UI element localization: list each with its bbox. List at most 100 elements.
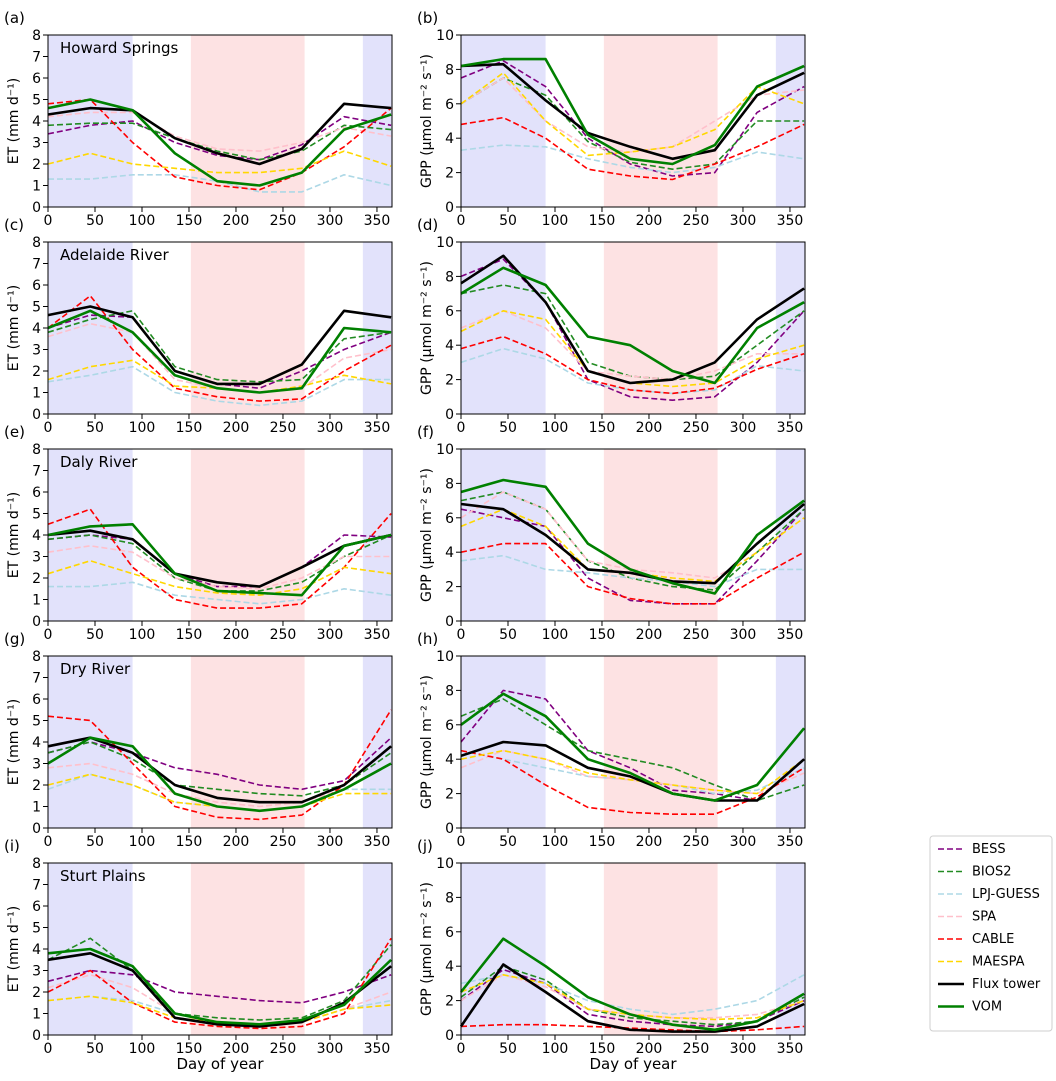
y-tick-label: 0 xyxy=(445,407,454,423)
panel-a: 0 50 100 150 200 250 300 350 0 1 2 3 4 5 6 7 8 ET (mm d⁻¹… xyxy=(4,9,393,229)
y-tick-label: 2 xyxy=(445,994,454,1010)
y-tick-label: 6 xyxy=(445,304,454,320)
x-tick-label: 200 xyxy=(223,834,250,850)
plot-frame xyxy=(460,862,806,1036)
series-line-cable xyxy=(47,98,392,191)
y-tick-label: 8 xyxy=(32,649,41,665)
x-tick-label: 50 xyxy=(499,1041,517,1057)
x-tick-label: 0 xyxy=(44,420,53,436)
series-line-maespa xyxy=(460,72,805,157)
x-tick-label: 300 xyxy=(730,420,757,436)
panel-g: 0 50 100 150 200 250 300 350 0 1 2 3 4 5 6 7 8 ET (mm d⁻¹… xyxy=(4,630,393,850)
dry-season-band xyxy=(603,863,718,1035)
wet-season-band xyxy=(461,242,546,414)
y-tick-label: 4 xyxy=(445,338,454,354)
site-label: Dry River xyxy=(60,660,131,678)
y-tick-label: 8 xyxy=(445,890,454,906)
y-tick-label: 0 xyxy=(32,614,41,630)
legend-label: Flux tower xyxy=(972,977,1041,992)
y-axis-label: ET (mm d⁻¹) xyxy=(6,906,22,992)
series-line-flux-tower xyxy=(47,529,392,588)
y-tick-label: 0 xyxy=(445,614,454,630)
x-tick-label: 300 xyxy=(317,834,344,850)
panel-i: 0 50 100 150 200 250 300 350 0 1 2 3 4 5 6 7 8 ET (mm d⁻¹… xyxy=(4,837,393,1073)
series-line-cable xyxy=(460,1023,805,1033)
x-tick-label: 150 xyxy=(589,213,616,229)
x-tick-label: 0 xyxy=(457,834,466,850)
panel-letter: (a) xyxy=(4,9,25,27)
y-tick-label: 2 xyxy=(32,571,41,587)
y-tick-label: 3 xyxy=(32,550,41,566)
wet-season-band xyxy=(775,656,805,828)
y-tick-label: 4 xyxy=(32,942,41,958)
y-tick-label: 0 xyxy=(32,821,41,837)
x-tick-label: 0 xyxy=(44,627,53,643)
x-tick-label: 200 xyxy=(636,627,663,643)
x-tick-label: 100 xyxy=(542,1041,569,1057)
y-tick-label: 10 xyxy=(436,235,454,251)
site-label: Howard Springs xyxy=(60,39,179,57)
x-tick-label: 250 xyxy=(683,627,710,643)
series-line-lpj-guess xyxy=(460,973,805,1016)
panel-letter: (h) xyxy=(417,630,438,648)
x-tick-label: 0 xyxy=(457,627,466,643)
y-tick-label: 2 xyxy=(32,985,41,1001)
x-tick-label: 350 xyxy=(777,420,804,436)
y-tick-label: 7 xyxy=(32,878,41,894)
x-tick-label: 350 xyxy=(364,213,391,229)
y-tick-label: 8 xyxy=(445,269,454,285)
y-tick-label: 0 xyxy=(32,200,41,216)
y-axis-label: GPP (μmol m⁻² s⁻¹) xyxy=(419,468,435,602)
x-tick-label: 150 xyxy=(176,213,203,229)
x-tick-label: 50 xyxy=(86,420,104,436)
x-tick-label: 0 xyxy=(457,213,466,229)
x-tick-label: 50 xyxy=(86,834,104,850)
series-line-maespa xyxy=(460,749,805,795)
series-line-flux-tower xyxy=(460,740,805,802)
series-line-vom xyxy=(47,522,392,597)
y-tick-label: 10 xyxy=(436,442,454,458)
x-tick-label: 250 xyxy=(270,627,297,643)
y-tick-label: 6 xyxy=(445,511,454,527)
x-tick-label: 50 xyxy=(499,627,517,643)
x-tick-label: 300 xyxy=(317,1041,344,1057)
y-tick-label: 4 xyxy=(32,114,41,130)
site-label: Adelaide River xyxy=(60,246,169,264)
x-tick-label: 250 xyxy=(270,834,297,850)
x-tick-label: 250 xyxy=(683,1041,710,1057)
dry-season-band xyxy=(190,863,305,1035)
x-tick-label: 100 xyxy=(129,213,156,229)
series-line-vom xyxy=(47,98,392,187)
plot-frame xyxy=(460,448,806,622)
x-tick-label: 50 xyxy=(499,213,517,229)
x-tick-label: 0 xyxy=(44,834,53,850)
series-line-cable xyxy=(47,508,392,609)
x-tick-label: 350 xyxy=(777,627,804,643)
legend-label: MAESPA xyxy=(972,955,1025,970)
x-tick-label: 250 xyxy=(270,420,297,436)
series-line-flux-tower xyxy=(460,502,805,585)
x-tick-label: 150 xyxy=(589,1041,616,1057)
x-tick-label: 100 xyxy=(542,834,569,850)
series-line-vom xyxy=(460,57,805,166)
y-tick-label: 4 xyxy=(32,321,41,337)
x-tick-label: 300 xyxy=(317,420,344,436)
legend-label: LPJ-GUESS xyxy=(972,887,1040,902)
series-line-bios2 xyxy=(460,698,805,802)
y-tick-label: 3 xyxy=(32,757,41,773)
x-tick-label: 150 xyxy=(589,627,616,643)
y-tick-label: 8 xyxy=(445,476,454,492)
x-tick-label: 250 xyxy=(683,420,710,436)
series-line-lpj-guess xyxy=(48,581,392,605)
panel-e: 0 50 100 150 200 250 300 350 0 1 2 3 4 5 6 7 8 ET (mm d⁻¹… xyxy=(4,423,393,643)
y-tick-label: 2 xyxy=(445,166,454,182)
x-tick-label: 300 xyxy=(730,213,757,229)
series-line-bess xyxy=(460,508,805,605)
x-tick-label: 150 xyxy=(176,420,203,436)
y-tick-label: 4 xyxy=(445,959,454,975)
panel-letter: (g) xyxy=(4,630,25,648)
y-tick-label: 6 xyxy=(445,97,454,113)
x-tick-label: 350 xyxy=(777,213,804,229)
